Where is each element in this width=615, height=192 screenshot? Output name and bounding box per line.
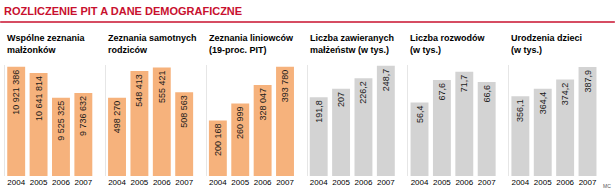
- svg-text:548 413: 548 413: [134, 74, 144, 107]
- svg-text:2006: 2006: [52, 178, 70, 187]
- svg-text:2007: 2007: [377, 178, 395, 187]
- svg-text:2005: 2005: [131, 178, 149, 187]
- svg-text:2007: 2007: [579, 178, 597, 187]
- svg-text:2005: 2005: [534, 178, 552, 187]
- svg-text:2007: 2007: [276, 178, 294, 187]
- svg-text:2005: 2005: [231, 178, 249, 187]
- svg-text:71,7: 71,7: [459, 75, 469, 93]
- svg-text:207: 207: [336, 92, 346, 107]
- svg-text:2004: 2004: [411, 178, 429, 187]
- svg-text:328 047: 328 047: [258, 88, 268, 121]
- svg-text:2006: 2006: [556, 178, 574, 187]
- svg-text:2005: 2005: [332, 178, 350, 187]
- svg-text:2005: 2005: [433, 178, 451, 187]
- svg-text:387,9: 387,9: [583, 70, 593, 93]
- svg-text:Liczba rozwodów(w tys.): Liczba rozwodów(w tys.): [410, 33, 486, 55]
- svg-text:MC: MC: [603, 183, 611, 189]
- svg-text:2004: 2004: [108, 178, 126, 187]
- svg-text:Wspólne zeznaniamałżonków: Wspólne zeznaniamałżonków: [7, 33, 86, 55]
- svg-text:393 780: 393 780: [280, 70, 290, 103]
- svg-text:200 168: 200 168: [213, 123, 223, 156]
- svg-text:9 736 632: 9 736 632: [78, 96, 88, 136]
- svg-text:260 999: 260 999: [235, 107, 245, 140]
- svg-text:2005: 2005: [30, 178, 48, 187]
- svg-text:2004: 2004: [7, 178, 25, 187]
- svg-text:10 641 814: 10 641 814: [34, 76, 44, 121]
- svg-text:56,4: 56,4: [415, 106, 425, 124]
- svg-text:2006: 2006: [455, 178, 473, 187]
- svg-text:2004: 2004: [209, 178, 227, 187]
- svg-text:2006: 2006: [254, 178, 272, 187]
- svg-text:2007: 2007: [478, 178, 496, 187]
- svg-text:ROZLICZENIE PIT A DANE DEMOGRA: ROZLICZENIE PIT A DANE DEMOGRAFICZNE: [4, 5, 242, 17]
- svg-text:498 270: 498 270: [112, 101, 122, 134]
- svg-text:2004: 2004: [310, 178, 328, 187]
- svg-text:356,1: 356,1: [515, 99, 525, 122]
- svg-text:508 563: 508 563: [179, 95, 189, 128]
- svg-text:2007: 2007: [74, 178, 92, 187]
- svg-text:Zeznania samotnychrodziców: Zeznania samotnychrodziców: [108, 33, 197, 55]
- svg-text:226,2: 226,2: [358, 81, 368, 104]
- svg-text:248,7: 248,7: [381, 69, 391, 92]
- svg-text:67,6: 67,6: [437, 83, 447, 101]
- svg-text:374,2: 374,2: [560, 83, 570, 106]
- svg-text:2006: 2006: [153, 178, 171, 187]
- svg-text:2006: 2006: [355, 178, 373, 187]
- svg-text:191,8: 191,8: [314, 100, 324, 123]
- svg-text:2004: 2004: [511, 178, 529, 187]
- svg-text:Liczba zawieranychmałżeństw (w: Liczba zawieranychmałżeństw (w tys.): [310, 33, 394, 55]
- svg-text:555 421: 555 421: [157, 70, 167, 103]
- svg-text:10 921 386: 10 921 386: [11, 70, 21, 115]
- svg-text:364,4: 364,4: [538, 92, 548, 115]
- svg-text:66,6: 66,6: [482, 85, 492, 103]
- svg-text:Zeznania liniowców(19-proc. PI: Zeznania liniowców(19-proc. PIT): [209, 33, 294, 55]
- svg-text:Urodzenia dzieci(w tys.): Urodzenia dzieci(w tys.): [511, 33, 582, 55]
- svg-text:2007: 2007: [175, 178, 193, 187]
- svg-text:9 525 325: 9 525 325: [56, 101, 66, 141]
